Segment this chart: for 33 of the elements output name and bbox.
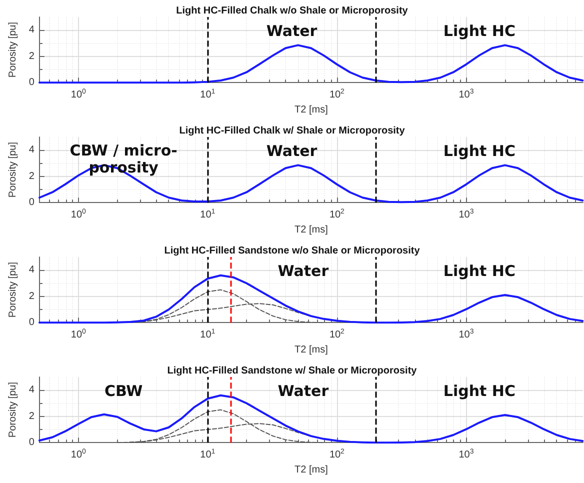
y-tick-label: 4 xyxy=(28,144,35,156)
annotation: Light HC xyxy=(443,142,516,160)
y-tick-label: 0 xyxy=(28,77,35,88)
y-axis-title: Porosity [pu] xyxy=(8,22,18,78)
chart-title: Light HC-Filled Chalk w/ Shale or Microporosity xyxy=(179,126,406,136)
y-tick-label: 2 xyxy=(28,170,35,182)
annotation: Water xyxy=(266,142,318,160)
annotation: Light HC xyxy=(443,22,516,40)
x-axis-title: T2 [ms] xyxy=(294,344,328,356)
x-axis-title: T2 [ms] xyxy=(294,224,328,236)
y-axis-title: Porosity [pu] xyxy=(8,142,18,198)
annotation: Light HC xyxy=(443,262,516,280)
y-axis-title: Porosity [pu] xyxy=(8,382,18,438)
y-tick-label: 0 xyxy=(28,197,35,208)
y-tick-label: 4 xyxy=(28,264,35,276)
chart-title: Light HC-Filled Sandstone w/o Shale or Microporosity xyxy=(164,246,420,256)
y-tick-label: 4 xyxy=(28,24,35,36)
y-tick-label: 0 xyxy=(28,437,35,448)
annotation: Light HC xyxy=(443,382,516,400)
annotation: Water xyxy=(278,262,330,280)
chart-title: Light HC-Filled Chalk w/o Shale or Microporosity xyxy=(176,6,408,16)
y-tick-label: 2 xyxy=(28,410,35,422)
annotation: Water xyxy=(266,22,318,40)
y-tick-label: 2 xyxy=(28,290,35,302)
x-axis-title: T2 [ms] xyxy=(294,464,328,476)
y-tick-label: 2 xyxy=(28,50,35,62)
y-tick-label: 0 xyxy=(28,317,35,328)
annotation: Water xyxy=(278,382,330,400)
annotation: CBW xyxy=(104,382,144,400)
y-axis-title: Porosity [pu] xyxy=(8,262,18,318)
y-tick-label: 4 xyxy=(28,384,35,396)
chart-title: Light HC-Filled Sandstone w/ Shale or Microporosity xyxy=(167,366,418,376)
x-axis-title: T2 [ms] xyxy=(294,104,328,116)
